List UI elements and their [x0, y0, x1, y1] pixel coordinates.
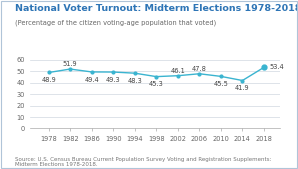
Text: 49.3: 49.3	[106, 77, 121, 83]
Text: 49.4: 49.4	[84, 77, 99, 83]
Text: 47.8: 47.8	[192, 66, 207, 72]
Text: 46.1: 46.1	[170, 68, 185, 74]
Text: National Voter Turnout: Midterm Elections 1978-2018: National Voter Turnout: Midterm Election…	[15, 4, 298, 13]
Text: 45.5: 45.5	[213, 81, 228, 87]
Text: (Percentage of the citizen voting-age population that voted): (Percentage of the citizen voting-age po…	[15, 19, 216, 26]
Text: 41.9: 41.9	[235, 85, 250, 91]
Text: 51.9: 51.9	[63, 61, 77, 67]
Text: 48.9: 48.9	[41, 77, 56, 83]
Text: 48.3: 48.3	[128, 78, 142, 84]
Text: 53.4: 53.4	[269, 64, 284, 70]
Text: 45.3: 45.3	[149, 81, 164, 88]
Text: Source: U.S. Census Bureau Current Population Survey Voting and Registration Sup: Source: U.S. Census Bureau Current Popul…	[15, 156, 271, 167]
